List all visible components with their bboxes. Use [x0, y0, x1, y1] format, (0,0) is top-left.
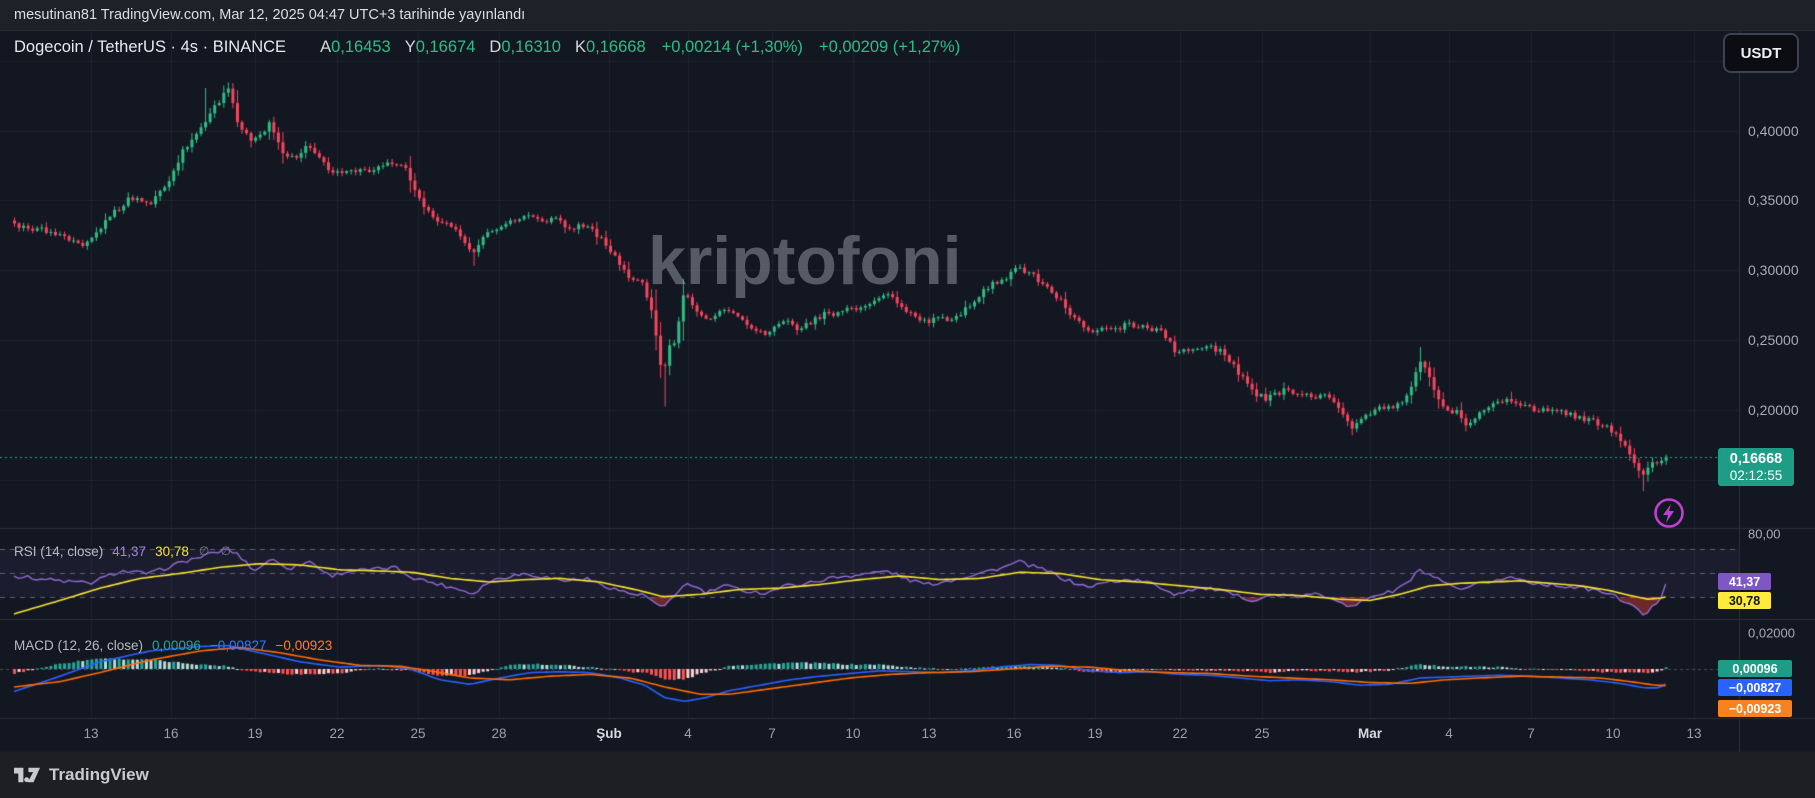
price-axis-label: 0,35000 — [1748, 192, 1799, 208]
price-axis-label: 0,40000 — [1748, 123, 1799, 139]
time-axis-label-13: 13 — [83, 726, 99, 741]
price-axis-label: 0,25000 — [1748, 332, 1799, 348]
ohlc-item-K: K0,16668 — [574, 37, 646, 56]
rsi-indicator-legend[interactable]: RSI (14, close) 41,37 30,78 ∅ ∅ — [14, 543, 235, 559]
currency-toggle-label: USDT — [1740, 44, 1782, 62]
macd-indicator-legend[interactable]: MACD (12, 26, close) 0,00096 −0,00827 −0… — [14, 637, 332, 653]
time-axis-label-16: 16 — [163, 726, 179, 741]
ohlc-item-Y: Y0,16674 — [404, 37, 476, 56]
time-axis-label-4: 4 — [1445, 726, 1453, 741]
rsi-hidden-band-marks: ∅ ∅ — [198, 544, 236, 558]
tradingview-brand-text[interactable]: TradingView — [49, 765, 149, 784]
time-axis-label-13: 13 — [1686, 726, 1702, 741]
tradingview-logo-icon[interactable] — [14, 767, 40, 783]
currency-toggle-button[interactable]: USDT — [1723, 33, 1799, 73]
time-axis-label-16: 16 — [1006, 726, 1022, 741]
time-axis-label-7: 7 — [1527, 726, 1535, 741]
macd-axis-002-label: 0,02000 — [1748, 625, 1795, 641]
time-axis-label-10: 10 — [845, 726, 861, 741]
macd-line-badge: −0,00827 — [1718, 679, 1792, 696]
time-axis-label-10: 10 — [1605, 726, 1621, 741]
symbol-title[interactable]: Dogecoin / TetherUS · 4s · BINANCE — [14, 37, 287, 56]
watermark-text: kriptofoni — [648, 223, 962, 299]
macd-line-value: −0,00827 — [209, 637, 267, 653]
rsi-line-badge: 41,37 — [1718, 573, 1771, 590]
time-axis-label-4: 4 — [684, 726, 692, 741]
publish-info-text: mesutinan81 TradingView.com, Mar 12, 202… — [14, 7, 526, 23]
change-value-2: +0,00209 (+1,27%) — [818, 37, 961, 56]
time-axis-label-28: 28 — [491, 726, 507, 741]
time-axis-label-19: 19 — [247, 726, 263, 741]
rsi-legend-title: RSI (14, close) — [14, 543, 104, 559]
flash-publish-icon — [1654, 498, 1684, 528]
time-axis-label-19: 19 — [1087, 726, 1103, 741]
rsi-ma-badge: 30,78 — [1718, 592, 1771, 609]
rsi-ma-value: 30,78 — [155, 543, 189, 559]
change-value: +0,00214 (+1,30%) — [661, 37, 803, 56]
bar-countdown: 02:12:55 — [1729, 467, 1783, 483]
time-axis-label-13: 13 — [921, 726, 937, 741]
time-axis-label-7: 7 — [768, 726, 776, 741]
price-axis-label: 0,20000 — [1748, 402, 1799, 418]
publish-info-bar: mesutinan81 TradingView.com, Mar 12, 202… — [0, 0, 1815, 30]
macd-signal-value: −0,00923 — [275, 637, 333, 653]
price-axis-label: 0,30000 — [1748, 262, 1799, 278]
last-price-badge: 0,16668 02:12:55 — [1718, 448, 1794, 486]
time-axis-label-25: 25 — [410, 726, 426, 741]
ohlc-item-D: D0,16310 — [489, 37, 561, 56]
rsi-line-value: 41,37 — [112, 543, 147, 559]
symbol-header: Dogecoin / TetherUS · 4s · BINANCE A0,16… — [14, 36, 960, 58]
ohlc-item-A: A0,16453 — [320, 37, 391, 56]
time-axis-label-Mar: Mar — [1357, 726, 1383, 741]
macd-hist-badge: 0,00096 — [1718, 660, 1792, 677]
rsi-axis-80-label: 80,00 — [1748, 526, 1781, 542]
macd-signal-badge: −0,00923 — [1718, 700, 1792, 717]
time-axis-label-25: 25 — [1254, 726, 1270, 741]
time-axis-label-22: 22 — [329, 726, 345, 741]
time-axis-label-22: 22 — [1172, 726, 1188, 741]
macd-legend-title: MACD (12, 26, close) — [14, 637, 144, 653]
time-axis-label-Şub: Şub — [596, 726, 622, 741]
footer-bar: TradingView — [0, 752, 1815, 798]
macd-hist-value: 0,00096 — [152, 637, 201, 653]
ohlc-values: A0,16453 Y0,16674 D0,16310 K0,16668 — [306, 38, 646, 57]
last-price-value: 0,16668 — [1729, 450, 1783, 467]
